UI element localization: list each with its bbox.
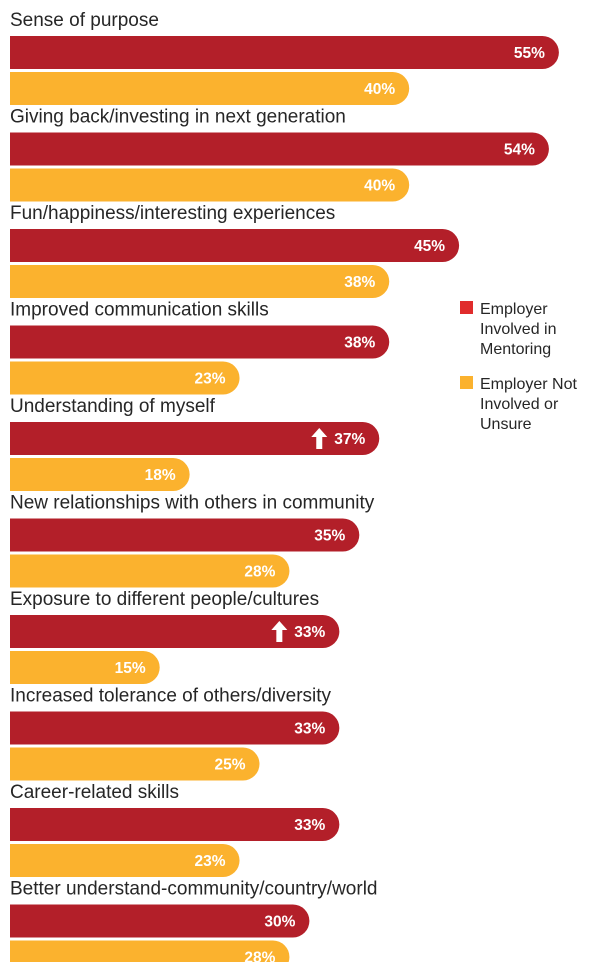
bar-employer-involved <box>10 711 340 745</box>
data-label: 45% <box>414 238 445 255</box>
bar-employer-not-involved <box>10 554 290 588</box>
legend-label: Unsure <box>480 416 532 433</box>
bar-employer-not-involved <box>10 168 410 202</box>
bar-employer-involved <box>10 229 460 262</box>
bar-employer-involved <box>10 518 360 552</box>
bar-employer-not-involved <box>10 747 260 781</box>
bar-employer-involved <box>10 36 559 69</box>
data-label: 23% <box>195 853 226 870</box>
data-label: 38% <box>344 335 375 352</box>
data-label: 18% <box>145 467 176 484</box>
data-label: 25% <box>214 757 245 774</box>
bar-employer-not-involved <box>10 265 390 298</box>
bar-employer-not-involved <box>10 651 160 684</box>
legend-label: Employer <box>480 301 548 318</box>
bar-employer-not-involved <box>10 361 240 395</box>
data-label: 35% <box>314 528 345 545</box>
legend-label: Involved in <box>480 321 557 338</box>
chart-bars: Sense of purpose 55% 40% Giving back/invest… <box>10 10 559 962</box>
bar-employer-involved <box>10 422 380 455</box>
data-label: 55% <box>514 45 545 62</box>
data-label: 37% <box>334 431 365 448</box>
data-label: 33% <box>294 721 325 738</box>
legend-label: Involved or <box>480 396 559 413</box>
legend-swatch <box>460 376 473 389</box>
legend-label: Mentoring <box>480 341 551 358</box>
category-label: Improved communication skills <box>10 300 269 321</box>
up-arrow-icon <box>311 428 328 449</box>
data-label: 38% <box>344 274 375 291</box>
data-label: 33% <box>294 817 325 834</box>
category-label: New relationships with others in communi… <box>10 493 375 514</box>
bar-employer-not-involved <box>10 72 410 105</box>
data-label: 28% <box>244 950 275 962</box>
data-label: 28% <box>244 564 275 581</box>
category-label: Fun/happiness/interesting experiences <box>10 203 335 224</box>
category-label: Sense of purpose <box>10 10 159 31</box>
category-label: Career-related skills <box>10 782 179 803</box>
legend: Employer Involved in Mentoring Employer Not… <box>460 301 577 433</box>
data-label: 40% <box>364 178 395 195</box>
data-label: 15% <box>115 660 146 677</box>
bar-employer-involved <box>10 808 340 841</box>
category-label: Better understand-community/country/worl… <box>10 879 378 900</box>
bar-employer-not-involved <box>10 458 190 491</box>
data-label: 40% <box>364 81 395 98</box>
data-label: 23% <box>195 371 226 388</box>
bar-employer-involved <box>10 325 390 359</box>
bar-employer-not-involved <box>10 844 240 877</box>
data-label: 30% <box>264 914 295 931</box>
legend-label: Employer Not <box>480 376 577 393</box>
data-label: 33% <box>294 624 325 641</box>
bar-employer-not-involved <box>10 940 290 962</box>
bar-employer-involved <box>10 904 310 938</box>
up-arrow-icon <box>271 621 288 642</box>
data-label: 54% <box>504 142 535 159</box>
category-label: Giving back/investing in next generation <box>10 107 346 128</box>
category-label: Understanding of myself <box>10 396 216 417</box>
bar-employer-involved <box>10 132 549 166</box>
category-label: Increased tolerance of others/diversity <box>10 686 332 707</box>
category-label: Exposure to different people/cultures <box>10 589 319 610</box>
bar-employer-involved <box>10 615 340 648</box>
legend-swatch <box>460 301 473 314</box>
